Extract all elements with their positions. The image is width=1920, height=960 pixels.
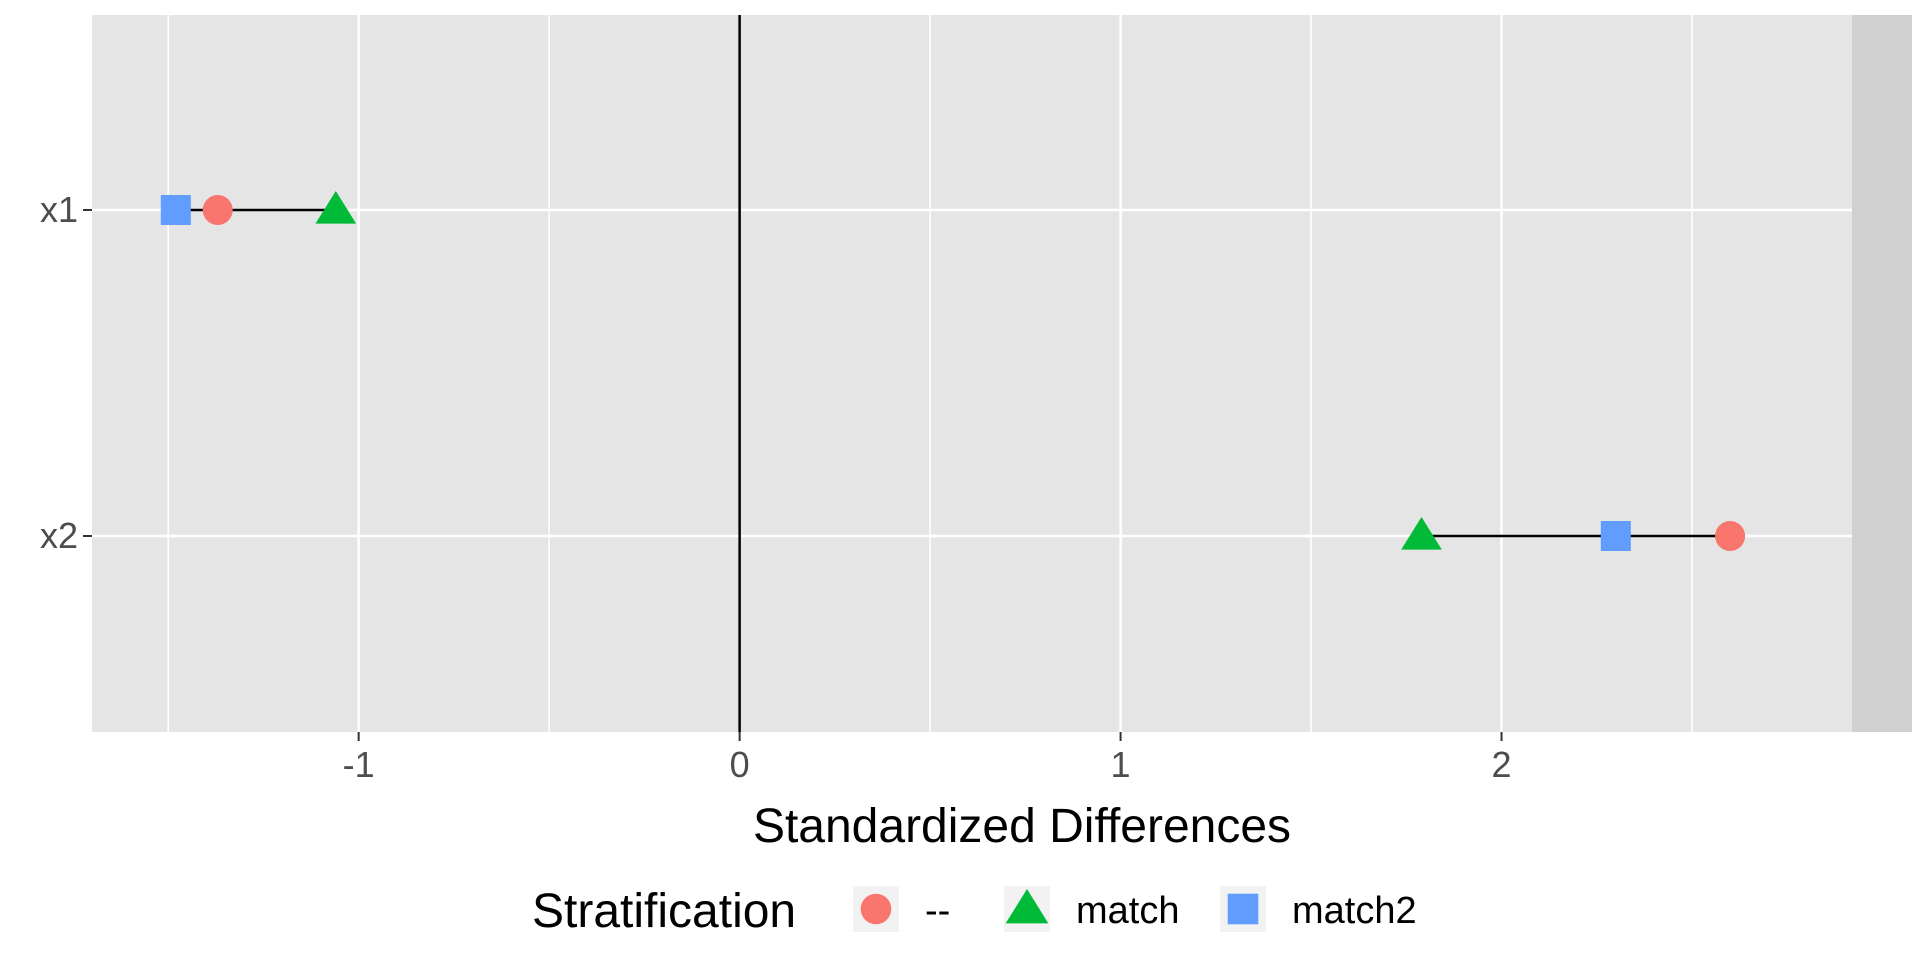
y-tick-label: x1 xyxy=(40,189,78,230)
x-tick-label: 2 xyxy=(1492,744,1512,785)
legend-label-circle: -- xyxy=(925,890,950,932)
point-triangle-x2 xyxy=(1401,517,1442,550)
point-circle-x1 xyxy=(202,195,233,225)
plot-panel xyxy=(92,15,1912,732)
x-tick-label: 1 xyxy=(1111,744,1131,785)
legend: Stratification -- match match2 xyxy=(532,885,1417,938)
point-circle-x2 xyxy=(1715,521,1746,551)
data-points xyxy=(160,191,1746,551)
axes: -1 0 1 2 x1 x2 xyxy=(40,189,1512,785)
panel-background xyxy=(92,15,1852,732)
legend-label-triangle: match xyxy=(1076,890,1179,932)
panel-side-strip xyxy=(1852,15,1912,732)
legend-label-square: match2 xyxy=(1292,890,1417,932)
point-square-x1 xyxy=(160,195,191,225)
x-tick-label: -1 xyxy=(343,744,375,785)
x-axis-title: Standardized Differences xyxy=(753,800,1291,853)
y-tick-label: x2 xyxy=(40,515,78,556)
legend-symbol-square xyxy=(1227,893,1259,925)
point-square-x2 xyxy=(1600,521,1631,551)
legend-symbol-circle xyxy=(860,893,892,925)
range-segments xyxy=(175,208,1731,538)
legend-symbol-triangle xyxy=(1005,889,1049,924)
grid-lines xyxy=(92,15,1852,732)
legend-title: Stratification xyxy=(532,885,796,938)
x-tick-label: 0 xyxy=(730,744,750,785)
point-triangle-x1 xyxy=(315,191,357,224)
